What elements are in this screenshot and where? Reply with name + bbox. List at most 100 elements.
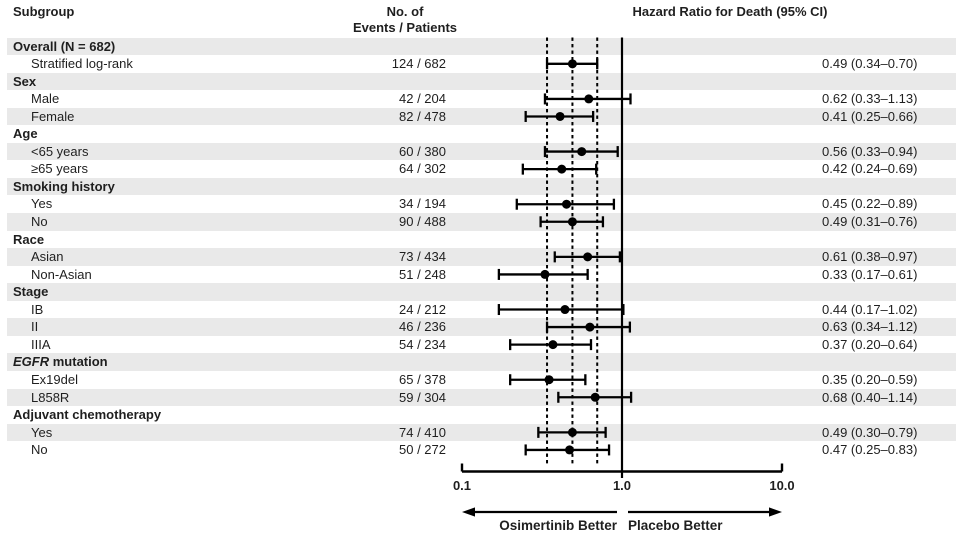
subgroup-data-row: IB 24 / 212 0.44 (0.17–1.02)	[0, 301, 960, 319]
subgroup-label: Female	[31, 108, 75, 124]
subgroup-data-row: Female 82 / 478 0.41 (0.25–0.66)	[0, 107, 960, 126]
subgroup-label: Non-Asian	[31, 266, 92, 282]
events-patients-value: 54 / 234	[399, 336, 446, 352]
events-patients-value: 73 / 434	[399, 249, 446, 265]
subgroup-label: II	[31, 319, 39, 335]
direction-label-left: Osimertinib Better	[499, 518, 617, 533]
hazard-ratio-value: 0.49 (0.31–0.76)	[822, 214, 918, 229]
subgroup-label: Race	[13, 231, 45, 247]
subgroup-label: EGFR mutation	[13, 354, 108, 370]
subgroup-label: Ex19del	[31, 371, 78, 387]
subgroup-data-row: ≥65 years 64 / 302 0.42 (0.24–0.69)	[0, 160, 960, 178]
subgroup-label: Overall (N = 682)	[13, 38, 116, 54]
subgroup-label: Stage	[13, 284, 49, 300]
row-stripe	[7, 37, 956, 56]
subgroup-label: <65 years	[31, 143, 89, 159]
hazard-ratio-value: 0.45 (0.22–0.89)	[822, 196, 918, 212]
subgroup-label: Sex	[13, 73, 37, 89]
subgroup-label: Asian	[31, 249, 64, 265]
column-header-events-line1: No. of	[386, 4, 424, 19]
hazard-ratio-value: 0.37 (0.20–0.64)	[822, 336, 918, 352]
hazard-ratio-value: 0.68 (0.40–1.14)	[822, 389, 918, 405]
subgroup-data-row: II 46 / 236 0.63 (0.34–1.12)	[0, 318, 960, 336]
subgroup-header-row: Race	[0, 231, 960, 249]
hazard-ratio-value: 0.61 (0.38–0.97)	[822, 249, 918, 265]
subgroup-data-row: <65 years 60 / 380 0.56 (0.33–0.94)	[0, 142, 960, 161]
subgroup-label: Smoking history	[13, 178, 115, 194]
hazard-ratio-value: 0.44 (0.17–1.02)	[822, 301, 918, 317]
subgroup-data-row: Male 42 / 204 0.62 (0.33–1.13)	[0, 90, 960, 108]
hazard-ratio-value: 0.42 (0.24–0.69)	[822, 161, 918, 177]
subgroup-data-row: No 90 / 488 0.49 (0.31–0.76)	[0, 213, 960, 231]
row-stripe	[7, 72, 956, 91]
row-stripe	[7, 283, 956, 301]
subgroup-label: Yes	[31, 424, 53, 440]
events-patients-value: 74 / 410	[399, 424, 446, 440]
axis-tick-label: 10.0	[769, 478, 795, 493]
subgroup-data-row: Yes 34 / 194 0.45 (0.22–0.89)	[0, 195, 960, 213]
column-header-hazard-ratio: Hazard Ratio for Death (95% CI)	[632, 4, 828, 19]
row-stripe	[7, 353, 956, 371]
subgroup-data-row: Ex19del 65 / 378 0.35 (0.20–0.59)	[0, 371, 960, 389]
subgroup-data-row: Non-Asian 51 / 248 0.33 (0.17–0.61)	[0, 266, 960, 284]
hazard-ratio-value: 0.49 (0.30–0.79)	[822, 424, 918, 440]
hazard-ratio-value: 0.63 (0.34–1.12)	[822, 319, 918, 335]
subgroup-label: Male	[31, 91, 60, 107]
subgroup-header-row: Adjuvant chemotherapy	[0, 406, 960, 424]
events-patients-value: 65 / 378	[399, 371, 446, 387]
subgroup-data-row: No 50 / 272 0.47 (0.25–0.83)	[0, 441, 960, 459]
subgroup-data-row: Yes 74 / 410 0.49 (0.30–0.79)	[0, 423, 960, 442]
subgroup-label: IB	[31, 301, 44, 317]
hazard-ratio-value: 0.35 (0.20–0.59)	[822, 371, 918, 387]
subgroup-label: No	[31, 442, 48, 458]
column-header-subgroup: Subgroup	[13, 4, 75, 19]
events-patients-value: 90 / 488	[399, 214, 446, 229]
subgroup-label: Stratified log-rank	[31, 56, 133, 72]
subgroup-header-row: Overall (N = 682)	[0, 37, 960, 56]
column-header-events-line2: Events / Patients	[352, 20, 458, 35]
events-patients-value: 59 / 304	[399, 389, 446, 405]
subgroup-label: IIIA	[31, 336, 51, 352]
row-stripe	[7, 388, 956, 407]
row-stripe	[7, 318, 956, 336]
events-patients-value: 34 / 194	[399, 196, 446, 212]
hazard-ratio-value: 0.33 (0.17–0.61)	[822, 266, 918, 282]
axis-tick-label: 0.1	[452, 478, 472, 493]
subgroup-header-row: EGFR mutation	[0, 353, 960, 371]
subgroup-data-row: Asian 73 / 434 0.61 (0.38–0.97)	[0, 248, 960, 266]
subgroup-data-row: L858R 59 / 304 0.68 (0.40–1.14)	[0, 388, 960, 407]
events-patients-value: 82 / 478	[399, 108, 446, 124]
direction-label-right: Placebo Better	[628, 518, 723, 533]
subgroup-header-row: Sex	[0, 72, 960, 91]
events-patients-value: 51 / 248	[399, 266, 446, 282]
axis-tick-label: 1.0	[612, 478, 632, 493]
subgroup-label: L858R	[31, 389, 70, 405]
row-stripe	[7, 107, 956, 126]
subgroup-label: Adjuvant chemotherapy	[13, 407, 162, 423]
events-patients-value: 50 / 272	[399, 442, 446, 458]
hazard-ratio-value: 0.62 (0.33–1.13)	[822, 91, 918, 107]
events-patients-value: 60 / 380	[399, 143, 446, 159]
row-stripe	[7, 213, 956, 231]
subgroup-label: Age	[13, 126, 38, 142]
subgroup-header-row: Stage	[0, 283, 960, 301]
hazard-ratio-value: 0.49 (0.34–0.70)	[822, 56, 918, 72]
row-stripe	[7, 177, 956, 196]
subgroup-data-row: IIIA 54 / 234 0.37 (0.20–0.64)	[0, 336, 960, 354]
column-header-events: No. of Events / Patients	[319, 4, 491, 36]
events-patients-value: 42 / 204	[399, 91, 446, 107]
osimertinib-better-arrowhead	[462, 507, 475, 517]
subgroup-data-row: Stratified log-rank 124 / 682 0.49 (0.34–0…	[0, 55, 960, 73]
events-patients-value: 46 / 236	[399, 319, 446, 335]
subgroup-label: ≥65 years	[31, 161, 88, 177]
events-patients-value: 64 / 302	[399, 161, 446, 177]
subgroup-header-row: Smoking history	[0, 177, 960, 196]
row-stripe	[7, 423, 956, 442]
events-patients-value: 124 / 682	[391, 56, 446, 72]
subgroup-label: No	[31, 214, 48, 229]
row-stripe	[7, 142, 956, 161]
row-stripe	[7, 248, 956, 266]
placebo-better-arrowhead	[769, 507, 782, 517]
hazard-ratio-value: 0.47 (0.25–0.83)	[822, 442, 918, 458]
